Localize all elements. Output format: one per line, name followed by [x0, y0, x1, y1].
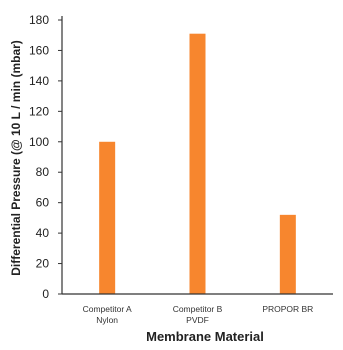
bar: [279, 214, 296, 294]
y-tick-label: 40: [36, 226, 50, 240]
y-tick-label: 0: [42, 287, 49, 301]
y-tick-label: 140: [29, 74, 49, 88]
y-tick-label: 160: [29, 43, 49, 57]
x-category-label: PROPOR BR: [262, 304, 313, 314]
y-axis-ticks: 0 20 40 60 80 100 120 140 160 180: [29, 13, 62, 301]
x-category-label: Competitor B: [173, 304, 223, 314]
x-category-label: Competitor A: [83, 304, 132, 314]
bar: [189, 33, 206, 294]
y-tick-label: 60: [36, 196, 50, 210]
y-tick-label: 80: [36, 165, 50, 179]
x-category-label: Nylon: [96, 315, 118, 325]
x-axis-title: Membrane Material: [146, 329, 264, 344]
y-axis-title: Differential Pressure (@ 10 L / min (mba…: [9, 40, 23, 276]
y-tick-label: 120: [29, 104, 49, 118]
x-category-label: PVDF: [186, 315, 209, 325]
y-tick-label: 180: [29, 13, 49, 27]
y-tick-label: 100: [29, 135, 49, 149]
bars: [99, 33, 296, 294]
bar: [99, 141, 116, 294]
y-tick-label: 20: [36, 257, 50, 271]
